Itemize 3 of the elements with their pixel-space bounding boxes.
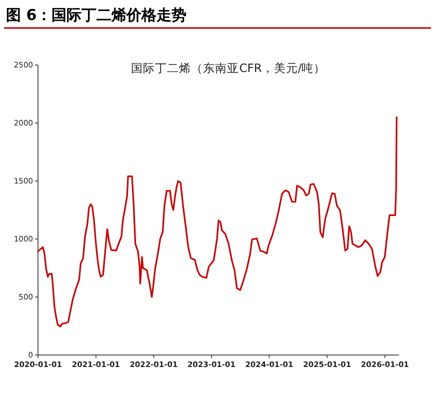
chart-subtitle: 国际丁二烯（东南亚CFR，美元/吨）: [131, 61, 326, 75]
chart-title: 图 6：国际丁二烯价格走势: [6, 6, 187, 24]
line-series: [37, 116, 398, 328]
